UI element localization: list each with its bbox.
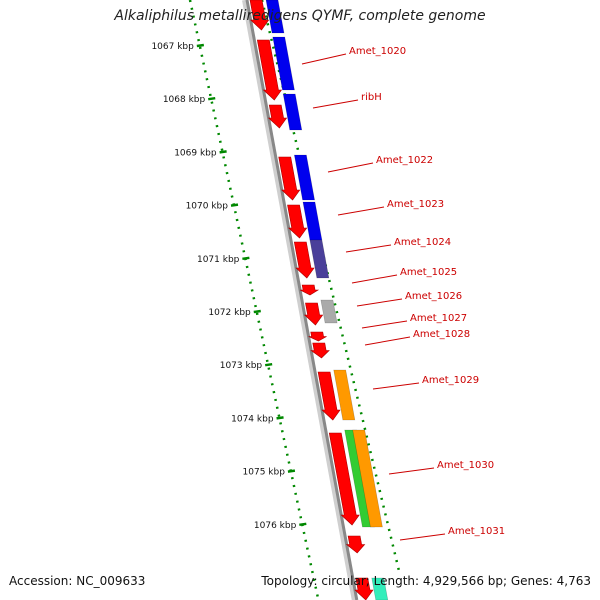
cds-block bbox=[302, 201, 323, 241]
cds-block bbox=[352, 429, 383, 528]
gene-arrow bbox=[299, 284, 320, 296]
gene-arrow bbox=[354, 577, 374, 600]
gene-arrow bbox=[278, 156, 301, 201]
ruler-tick-label: 1072 kbp bbox=[208, 308, 251, 318]
ruler-tick bbox=[264, 362, 273, 367]
ruler-tick bbox=[253, 309, 261, 314]
gene-leader-line bbox=[356, 298, 403, 307]
gene-label: Amet_1028 bbox=[413, 329, 470, 340]
gene-leader-line bbox=[345, 244, 392, 253]
gene-arrow bbox=[293, 241, 315, 279]
gene-label: Amet_1026 bbox=[405, 291, 462, 302]
gene-label: Amet_1030 bbox=[437, 460, 494, 471]
gene-arrow bbox=[303, 302, 324, 326]
gene-leader-line bbox=[364, 336, 411, 346]
cds-block bbox=[333, 369, 356, 421]
cds-block bbox=[294, 154, 315, 201]
gene-arrow bbox=[310, 342, 330, 359]
genome-title: Alkaliphilus metalliredigens QYMF, compl… bbox=[114, 8, 486, 24]
gene-leader-line bbox=[327, 162, 374, 173]
gene-label: ribH bbox=[361, 92, 382, 103]
ruler-tick-label: 1075 kbp bbox=[243, 468, 286, 478]
ruler-tick bbox=[299, 522, 307, 527]
ruler-tick-label: 1074 kbp bbox=[231, 414, 274, 424]
gene-label: Amet_1023 bbox=[387, 199, 444, 210]
accession-text: Accession: NC_009633 bbox=[9, 574, 146, 588]
gene-arrow bbox=[267, 104, 288, 129]
gene-label: Amet_1025 bbox=[400, 267, 457, 278]
topology-text: Topology: circular; Length: 4,929,566 bp… bbox=[261, 574, 591, 588]
gene-arrow bbox=[328, 432, 360, 526]
gene-arrow bbox=[256, 39, 283, 101]
ruler-tick bbox=[219, 150, 227, 154]
backbone-shadow bbox=[242, 0, 358, 600]
cds-block bbox=[309, 239, 330, 279]
gene-arrow bbox=[345, 535, 366, 554]
gene-leader-line bbox=[301, 53, 347, 65]
gene-leader-line bbox=[361, 320, 408, 329]
gene-label: Amet_1022 bbox=[376, 155, 433, 166]
cds-block bbox=[282, 93, 303, 131]
ruler-tick bbox=[276, 416, 284, 420]
ruler-tick-label: 1069 kbp bbox=[174, 148, 217, 158]
gene-arrow bbox=[287, 204, 308, 239]
gene-label: Amet_1031 bbox=[448, 526, 505, 537]
gene-leader-line bbox=[399, 533, 446, 541]
kbp-ruler: 1067 kbp 1068 kbp 1069 kbp 1070 kbp 1071 kbp… bbox=[151, 0, 320, 600]
gene-label: Amet_1024 bbox=[394, 237, 451, 248]
ruler-tick-label: 1067 kbp bbox=[151, 42, 194, 52]
gene-arrow bbox=[317, 371, 341, 421]
gene-leader-line bbox=[372, 382, 420, 390]
gene-label: Amet_1020 bbox=[349, 46, 406, 57]
ruler-tick-label: 1071 kbp bbox=[197, 255, 240, 265]
gene-leader-line bbox=[337, 206, 385, 216]
cds-block bbox=[265, 0, 285, 34]
gene-arrow bbox=[308, 331, 327, 342]
gene-labels: Amet_1020 ribH Amet_1022 Amet_1023 Amet_1024… bbox=[301, 46, 505, 541]
gene-leader-line bbox=[312, 99, 359, 109]
ruler-tick bbox=[242, 256, 250, 261]
gene-arrow bbox=[249, 0, 270, 31]
ruler-tick-label: 1076 kbp bbox=[254, 521, 297, 531]
cds-block bbox=[272, 36, 295, 91]
ruler-tick-label: 1070 kbp bbox=[186, 202, 229, 212]
ruler-tick-label: 1068 kbp bbox=[163, 95, 206, 105]
gene-label: Amet_1029 bbox=[422, 375, 479, 386]
ruler-tick bbox=[196, 43, 205, 48]
gene-features bbox=[249, 0, 389, 600]
gene-leader-line bbox=[388, 467, 435, 475]
ruler-tick-label: 1073 kbp bbox=[220, 361, 263, 371]
genome-backbone bbox=[242, 0, 402, 600]
ruler-tick bbox=[287, 469, 296, 473]
gene-leader-line bbox=[351, 274, 398, 284]
backbone-line bbox=[245, 0, 359, 600]
cds-block bbox=[371, 577, 389, 600]
gene-label: Amet_1027 bbox=[410, 313, 467, 324]
ruler-tick bbox=[208, 96, 216, 101]
cds-block bbox=[320, 299, 338, 324]
ruler-tick bbox=[230, 203, 239, 207]
